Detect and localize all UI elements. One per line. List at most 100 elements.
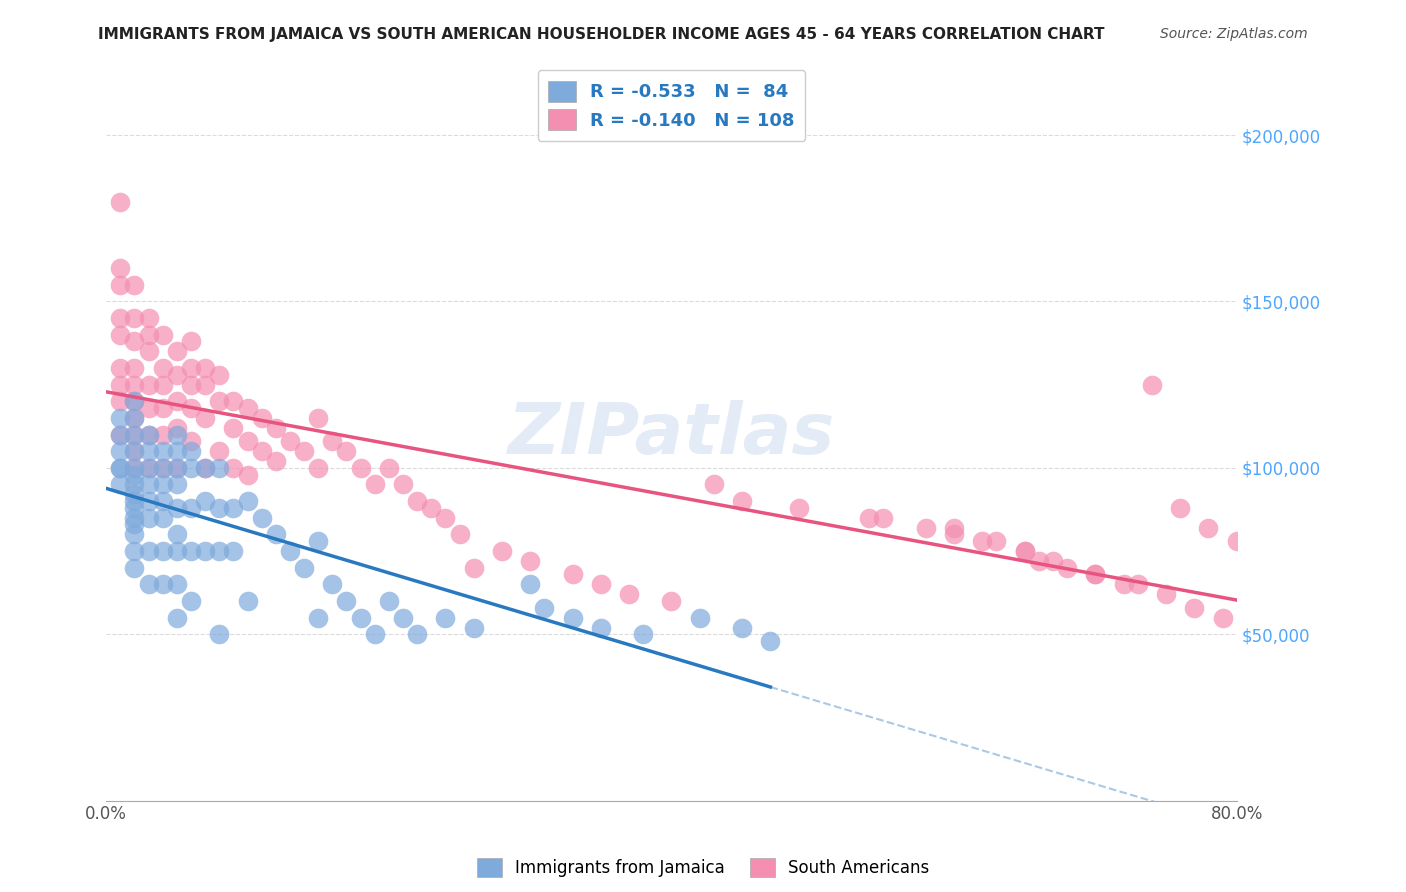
Point <box>124 510 146 524</box>
Point <box>194 460 217 475</box>
Point <box>406 494 429 508</box>
Point <box>166 610 188 624</box>
Point <box>138 427 160 442</box>
Legend: Immigrants from Jamaica, South Americans: Immigrants from Jamaica, South Americans <box>470 851 936 884</box>
Point <box>1240 621 1263 635</box>
Point <box>1084 567 1107 582</box>
Point <box>180 434 202 449</box>
Point <box>491 544 513 558</box>
Point <box>166 394 188 409</box>
Point <box>278 434 301 449</box>
Point <box>1056 560 1078 574</box>
Point <box>631 627 654 641</box>
Point <box>152 460 174 475</box>
Point <box>138 311 160 326</box>
Point <box>124 361 146 376</box>
Point <box>110 327 132 342</box>
Point <box>124 467 146 482</box>
Point <box>914 521 936 535</box>
Point <box>138 494 160 508</box>
Point <box>463 621 485 635</box>
Point <box>138 477 160 491</box>
Point <box>124 544 146 558</box>
Point <box>166 527 188 541</box>
Point <box>110 261 132 276</box>
Point <box>1084 567 1107 582</box>
Point <box>1212 610 1234 624</box>
Point <box>138 544 160 558</box>
Point <box>124 494 146 508</box>
Point <box>1112 577 1135 591</box>
Point <box>1268 627 1291 641</box>
Point <box>392 610 415 624</box>
Point <box>406 627 429 641</box>
Point <box>731 494 754 508</box>
Point <box>617 587 640 601</box>
Point <box>222 544 245 558</box>
Point <box>194 494 217 508</box>
Point <box>208 394 231 409</box>
Point <box>703 477 725 491</box>
Point <box>138 427 160 442</box>
Point <box>1182 600 1205 615</box>
Point <box>1126 577 1149 591</box>
Point <box>661 594 683 608</box>
Point <box>124 311 146 326</box>
Point <box>124 560 146 574</box>
Point <box>236 494 259 508</box>
Point <box>166 344 188 359</box>
Point <box>321 577 343 591</box>
Point <box>180 377 202 392</box>
Point <box>110 411 132 425</box>
Point <box>194 411 217 425</box>
Point <box>180 444 202 458</box>
Point <box>589 577 612 591</box>
Point <box>689 610 711 624</box>
Point <box>194 377 217 392</box>
Point <box>138 377 160 392</box>
Point <box>152 327 174 342</box>
Point <box>138 460 160 475</box>
Point <box>110 460 132 475</box>
Point <box>943 521 966 535</box>
Point <box>307 460 329 475</box>
Point <box>166 477 188 491</box>
Point <box>858 510 880 524</box>
Point <box>152 361 174 376</box>
Point <box>1028 554 1050 568</box>
Point <box>166 577 188 591</box>
Point <box>561 610 583 624</box>
Point <box>250 411 273 425</box>
Point <box>222 394 245 409</box>
Point <box>208 368 231 382</box>
Point <box>138 327 160 342</box>
Point <box>138 460 160 475</box>
Point <box>392 477 415 491</box>
Point <box>110 361 132 376</box>
Point <box>759 633 782 648</box>
Point <box>110 444 132 458</box>
Point <box>166 460 188 475</box>
Text: ZIPatlas: ZIPatlas <box>508 401 835 469</box>
Point <box>152 577 174 591</box>
Point <box>364 477 387 491</box>
Point <box>222 460 245 475</box>
Point <box>138 401 160 415</box>
Point <box>208 544 231 558</box>
Point <box>364 627 387 641</box>
Point <box>110 311 132 326</box>
Point <box>986 534 1008 549</box>
Point <box>166 500 188 515</box>
Point <box>1226 534 1249 549</box>
Point <box>222 500 245 515</box>
Point <box>194 544 217 558</box>
Point <box>110 460 132 475</box>
Point <box>124 517 146 532</box>
Point <box>124 444 146 458</box>
Point <box>180 334 202 349</box>
Point <box>236 467 259 482</box>
Point <box>152 427 174 442</box>
Point <box>166 444 188 458</box>
Point <box>152 444 174 458</box>
Point <box>307 534 329 549</box>
